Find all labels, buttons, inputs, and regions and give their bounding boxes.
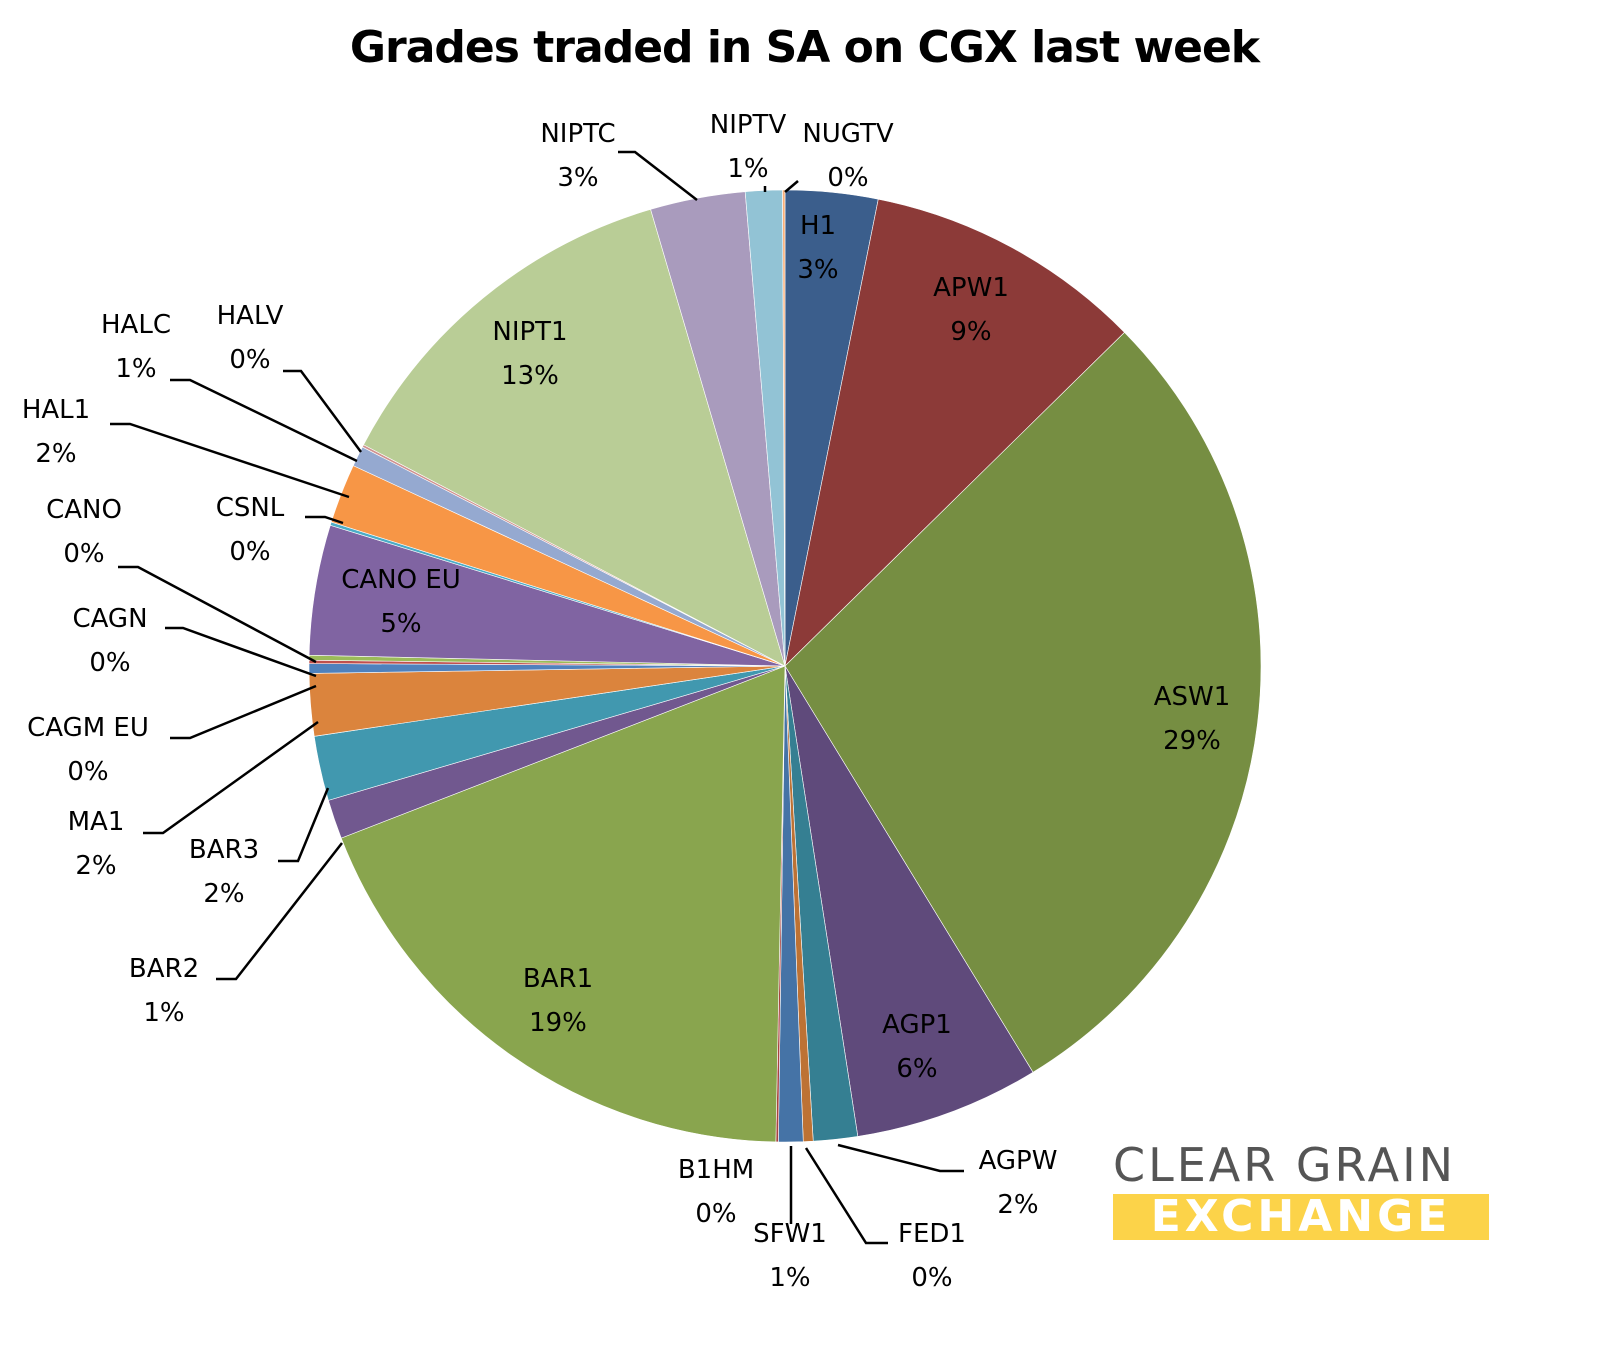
leader-line-csnl: [305, 515, 344, 525]
leader-line-halv: [283, 369, 363, 453]
slice-label-percent: 2%: [997, 1190, 1038, 1220]
slice-label-percent: 19%: [529, 1008, 587, 1038]
slice-label-percent: 0%: [229, 537, 270, 567]
slice-label-name: HALV: [217, 301, 284, 331]
slice-label-name: AGPW: [979, 1146, 1058, 1176]
logo-line-2: EXCHANGE: [1113, 1194, 1489, 1240]
slice-label-name: MA1: [68, 807, 125, 837]
pie-slice-nipt1: [363, 208, 786, 667]
slice-label-percent: 0%: [67, 757, 108, 787]
slice-label-percent: 3%: [557, 163, 598, 193]
leader-line-nugtv: [784, 180, 799, 193]
leader-lines: [110, 150, 964, 1245]
leader-line-ma1: [143, 720, 319, 835]
pie-slice-nugtv: [782, 189, 786, 667]
slice-label-name: CAGN: [72, 604, 147, 634]
clear-grain-exchange-logo: CLEAR GRAIN EXCHANGE: [1113, 1140, 1489, 1240]
slice-label-percent: 0%: [229, 345, 270, 375]
slice-label-name: CANO: [46, 495, 122, 525]
leader-line-bar2: [216, 842, 343, 981]
pie-slice-asw1: [784, 331, 1262, 1073]
leader-line-hal1: [110, 422, 350, 499]
slice-label-percent: 6%: [896, 1054, 937, 1084]
slice-label-percent: 1%: [769, 1263, 810, 1293]
slice-label-percent: 0%: [911, 1263, 952, 1293]
leader-line-fed1: [804, 1147, 888, 1245]
slice-label-percent: 2%: [203, 879, 244, 909]
slice-label-name: ASW1: [1154, 682, 1231, 712]
slice-label-name: CSNL: [216, 493, 285, 523]
slice-label-name: BAR2: [129, 954, 199, 984]
slice-label-name: NIPTV: [710, 110, 787, 140]
slice-label-percent: 1%: [727, 154, 768, 184]
slice-label-percent: 1%: [115, 354, 156, 384]
slice-label-name: FED1: [898, 1219, 966, 1249]
leader-line-bar3: [278, 787, 330, 863]
slice-label-name: CANO EU: [341, 565, 461, 595]
slice-labels: H1 3% APW1 9% ASW1 29% AGP1 6% AGPW 2% FED1 0% SFW1 1…: [22, 110, 1230, 1293]
leader-line-niptc: [618, 150, 698, 201]
slice-label-percent: 2%: [35, 439, 76, 469]
slice-label-name: B1HM: [678, 1155, 754, 1185]
slice-label-percent: 2%: [75, 851, 116, 881]
slice-label-percent: 0%: [63, 539, 104, 569]
slice-label-name: BAR3: [189, 835, 259, 865]
slice-label-percent: 5%: [380, 609, 421, 639]
logo-line-1: CLEAR GRAIN: [1113, 1138, 1457, 1192]
slice-label-percent: 0%: [89, 648, 130, 678]
slice-label-percent: 3%: [797, 255, 838, 285]
slice-label-name: CAGM EU: [27, 713, 149, 743]
slice-label-name: NIPT1: [492, 317, 567, 347]
leader-line-cagm-eu: [170, 684, 317, 740]
slice-label-percent: 9%: [950, 317, 991, 347]
slice-label-name: HALC: [101, 310, 171, 340]
slice-label-name: AGP1: [882, 1010, 952, 1040]
slice-label-percent: 0%: [695, 1199, 736, 1229]
pie-slice-bar1: [340, 665, 786, 1143]
slice-label-percent: 1%: [143, 998, 184, 1028]
slice-label-name: NUGTV: [802, 119, 894, 149]
leader-line-halc: [170, 378, 358, 463]
leader-line-agpw: [837, 1143, 964, 1173]
slice-label-percent: 13%: [501, 361, 559, 391]
pie-slice-agp1: [784, 665, 1034, 1137]
chart-title: Grades traded in SA on CGX last week: [349, 22, 1260, 73]
slice-label-name: HAL1: [22, 395, 90, 425]
pie-slices: [308, 189, 1262, 1143]
slice-label-percent: 29%: [1163, 726, 1221, 756]
slice-label-name: SFW1: [753, 1219, 827, 1249]
slice-label-percent: 0%: [827, 163, 868, 193]
pie-slice-apw1: [784, 198, 1125, 667]
leader-line-cagn: [165, 626, 317, 678]
leader-line-cano: [118, 565, 317, 664]
slice-label-name: NIPTC: [540, 119, 615, 149]
slice-label-name: APW1: [933, 273, 1009, 303]
slice-label-name: H1: [800, 211, 836, 241]
slice-label-name: BAR1: [523, 964, 593, 994]
